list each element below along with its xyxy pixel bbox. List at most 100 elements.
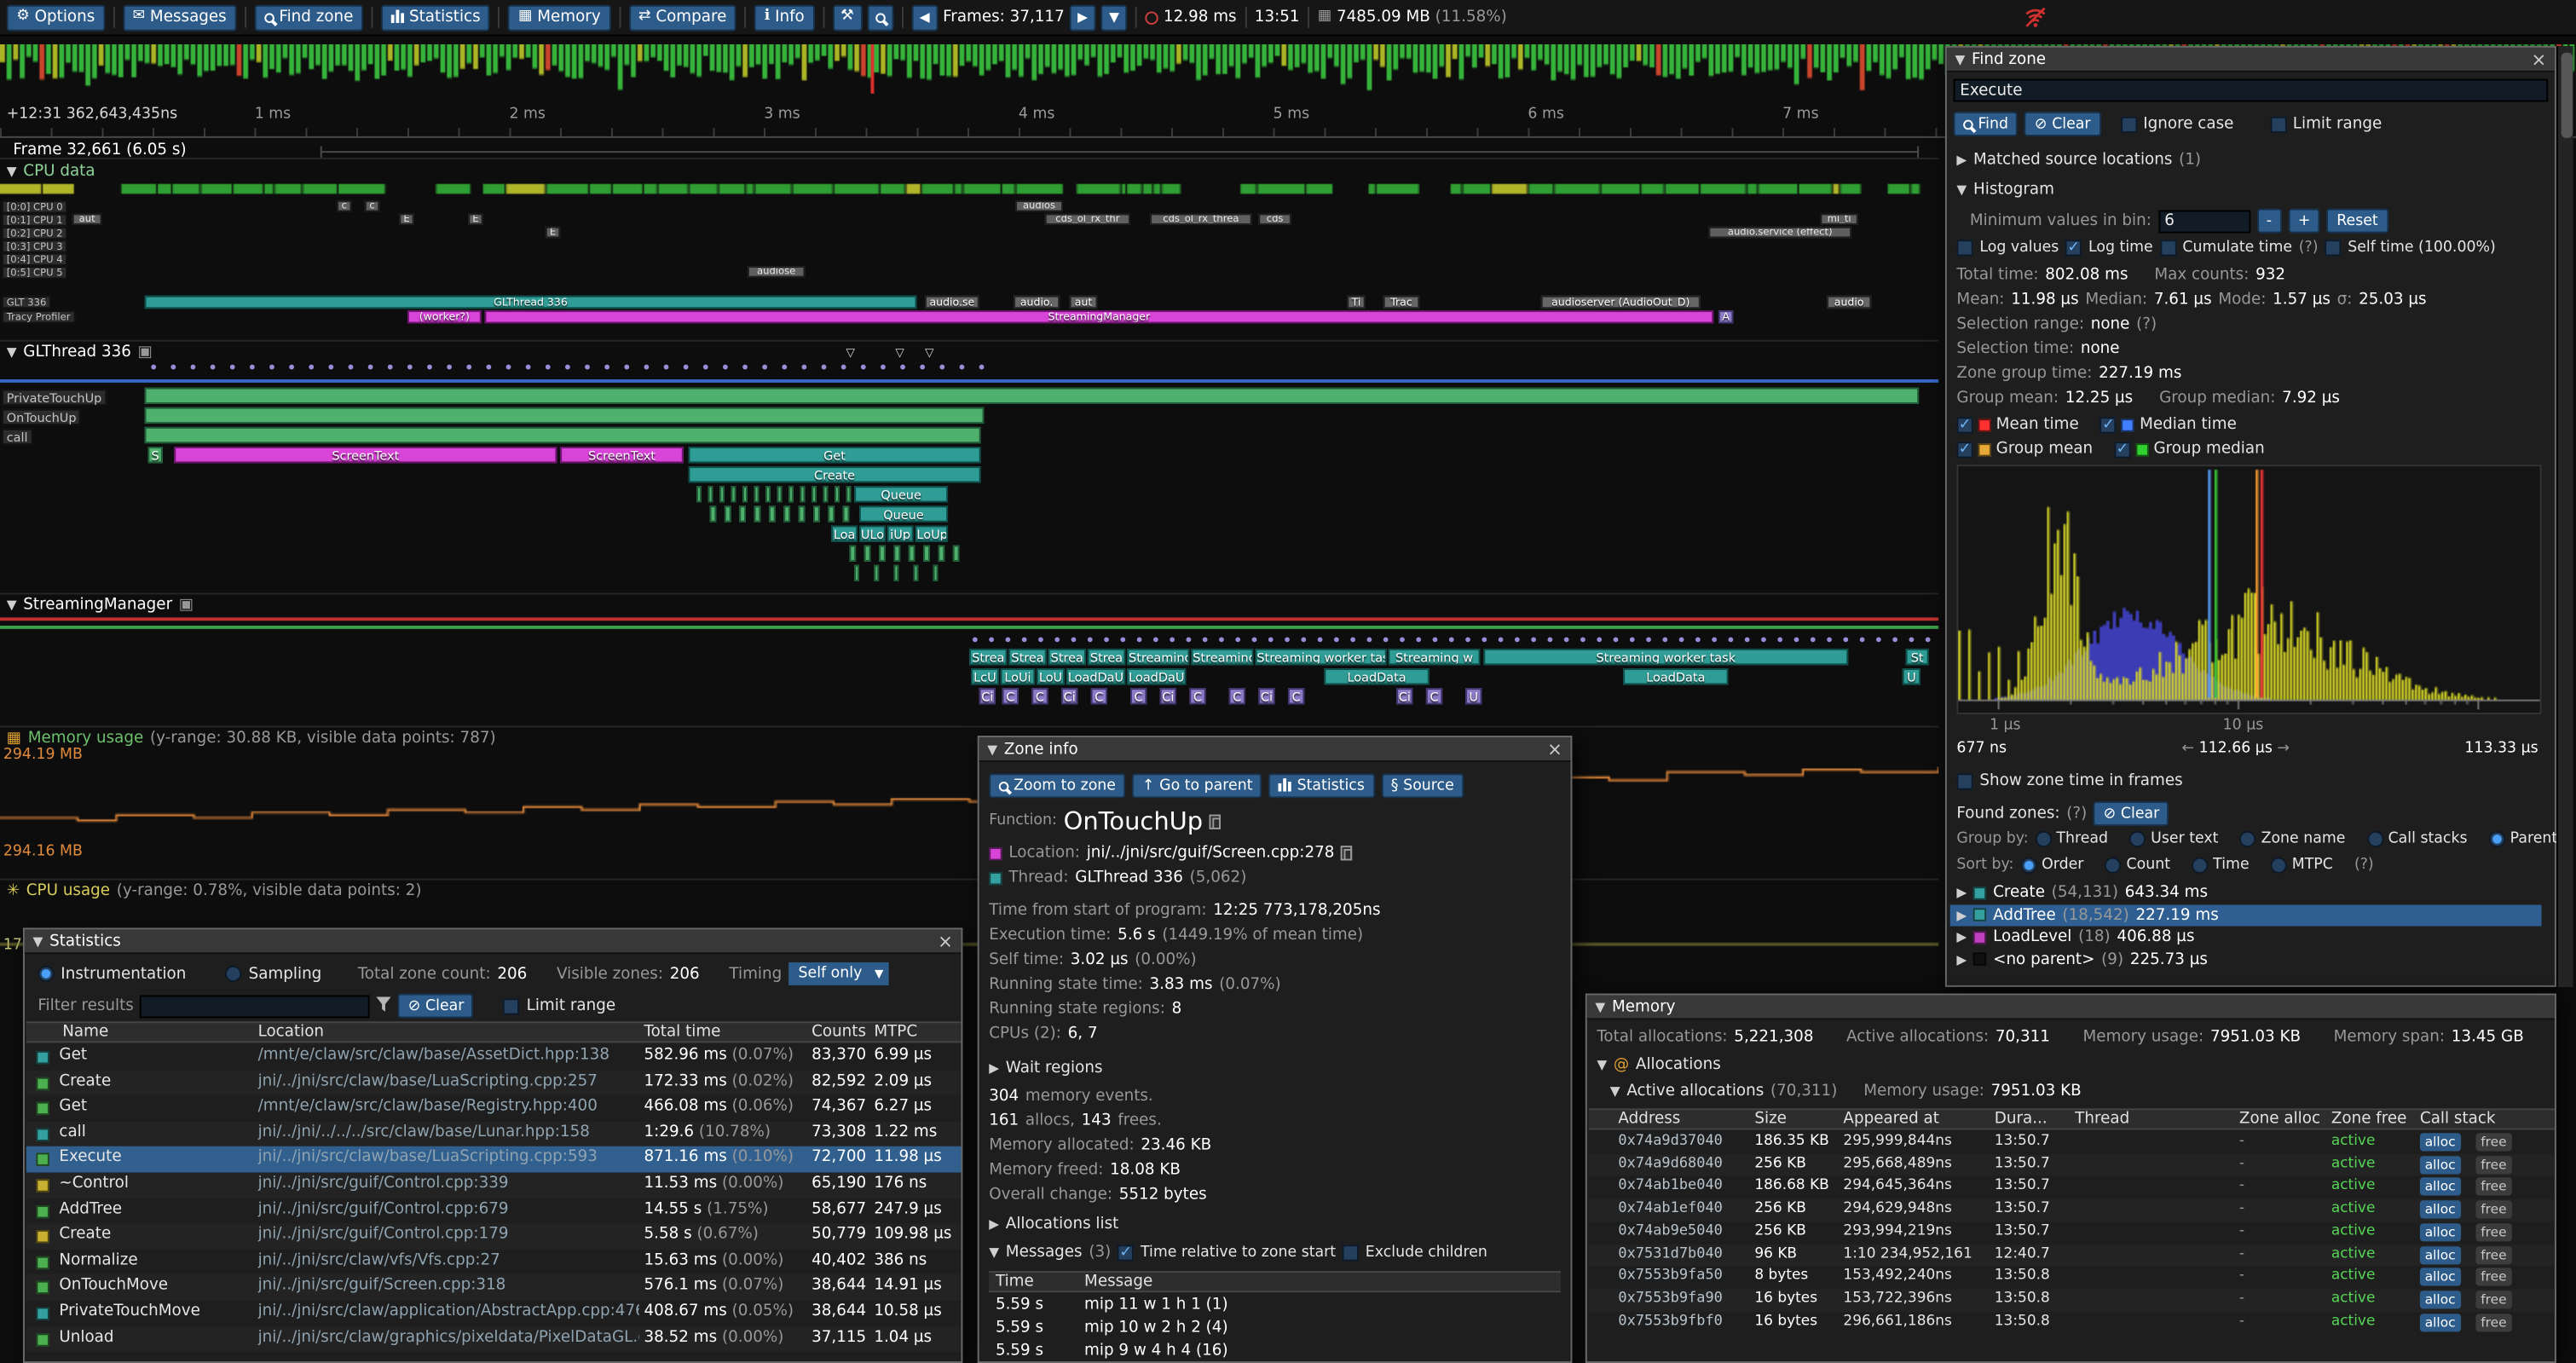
timeline-zone[interactable]: Streaming worker tas [1255, 648, 1387, 666]
stats-table-header[interactable]: Name Location Total time Counts MTPC [26, 1021, 962, 1043]
cpu-zone-chip[interactable]: cds [1258, 213, 1291, 225]
found-zone-row[interactable]: ▶ AddTree (18,542) 227.19 ms [1949, 904, 2542, 926]
compare-button[interactable]: ⇄ Compare [628, 3, 736, 31]
timeline-zone[interactable]: S [147, 447, 163, 464]
message-zone-chip[interactable]: C [1090, 688, 1108, 705]
table-row[interactable]: OnTouchMove jni/../jni/src/guif/Screen.cp… [26, 1274, 962, 1301]
checkbox-icon[interactable] [1956, 416, 1973, 433]
micro-zone[interactable] [765, 486, 771, 503]
message-dot[interactable] [1597, 637, 1603, 643]
alloc-callstack-button[interactable]: alloc [2419, 1200, 2461, 1219]
limit-range-checkbox[interactable] [2269, 115, 2287, 133]
message-dot[interactable] [1827, 637, 1832, 643]
message-dot[interactable] [1563, 637, 1569, 643]
checkbox-icon[interactable] [2099, 416, 2117, 433]
scrollbar[interactable] [2556, 45, 2573, 987]
message-dot[interactable] [309, 364, 315, 370]
micro-zone[interactable] [798, 505, 806, 523]
message-zone-chip[interactable]: C [1002, 688, 1019, 705]
message-dot[interactable] [1547, 637, 1553, 643]
messages-button[interactable]: ✉ Messages [123, 3, 237, 31]
message-dot[interactable] [1186, 637, 1192, 643]
message-dot[interactable] [1629, 637, 1635, 643]
timeline-zone[interactable]: ScreenText [174, 447, 557, 464]
cpu-thread-zone[interactable]: audio [1827, 295, 1872, 309]
options-button[interactable]: ⚙ Options [6, 3, 105, 31]
table-row[interactable]: 0x74ab1be040 186.68 KB 294,645,364ns 13:50.… [1589, 1176, 2555, 1198]
message-dot[interactable] [1909, 637, 1915, 643]
thread-name[interactable]: GLThread 336 [1075, 869, 1183, 887]
micro-zone[interactable] [879, 545, 886, 562]
table-row[interactable]: Get/mnt/e/claw/src/claw/base/AssetDict.h… [26, 1044, 962, 1070]
column-address[interactable]: Address [1618, 1110, 1681, 1129]
timeline-zone[interactable]: LoadData [1324, 668, 1430, 685]
message-dot[interactable] [1170, 637, 1175, 643]
message-dot[interactable] [1235, 637, 1241, 643]
sort-by-option[interactable]: Count [2105, 857, 2170, 874]
memory-plot-canvas[interactable] [0, 748, 1939, 854]
source-button[interactable]: § Source [1381, 773, 1464, 799]
message-dot[interactable] [1005, 637, 1011, 643]
free-callstack-button[interactable]: free [2475, 1133, 2512, 1152]
micro-zone[interactable] [709, 505, 717, 523]
instrumentation-radio[interactable] [38, 965, 55, 983]
message-dot[interactable] [1695, 637, 1701, 643]
timeline-zone[interactable]: Strea [1087, 648, 1126, 666]
messages-row[interactable]: ▼ Messages (3) Time relative to zone sta… [989, 1243, 1487, 1261]
statistics-button[interactable]: Statistics [381, 3, 491, 31]
cpu-thread-zone[interactable]: Ti [1347, 295, 1366, 309]
cpu-thread-zone[interactable]: GLThread 336 [144, 295, 917, 309]
reset-button[interactable]: Reset [2326, 208, 2388, 234]
column-total-time[interactable]: Total time [644, 1023, 721, 1042]
message-dot[interactable] [387, 364, 393, 370]
cpu-thread-zone[interactable]: A [1718, 310, 1734, 324]
cpu-thread-zone[interactable]: audio.se [925, 295, 979, 309]
alloc-callstack-button[interactable]: alloc [2419, 1245, 2461, 1264]
message-dot[interactable] [1432, 637, 1438, 643]
free-callstack-button[interactable]: free [2475, 1178, 2512, 1197]
message-dot[interactable] [1038, 637, 1043, 643]
message-dot[interactable] [860, 364, 866, 370]
cpu-thread-zone[interactable]: audioserver (AudioOut_D) [1540, 295, 1701, 309]
min-bin-increase-button[interactable]: + [2288, 208, 2321, 234]
radio-icon[interactable] [2366, 830, 2383, 848]
expand-icon[interactable]: ▶ [989, 1060, 1000, 1076]
messages-table-header[interactable]: Time Message [989, 1271, 1561, 1293]
matched-locations-row[interactable]: ▶ Matched source locations (1) [1956, 151, 2202, 170]
cpu-zone-chip[interactable]: c [337, 200, 352, 212]
message-dot[interactable] [1662, 637, 1668, 643]
message-dot[interactable] [1712, 637, 1718, 643]
statistics-button[interactable]: Statistics [1268, 773, 1375, 799]
message-dot[interactable] [1416, 637, 1422, 643]
checkbox-icon[interactable] [1956, 441, 1973, 458]
expand-icon[interactable]: ▶ [1956, 951, 1967, 967]
message-dot[interactable] [564, 364, 570, 370]
message-dot[interactable] [840, 364, 846, 370]
message-dot[interactable] [1448, 637, 1454, 643]
micro-zone[interactable] [800, 486, 806, 503]
timeline-zone[interactable]: LoUp [915, 525, 949, 542]
cpu-thread-zone[interactable]: aut [1069, 295, 1098, 309]
message-dot[interactable] [1054, 637, 1060, 643]
micro-zone[interactable] [908, 545, 915, 562]
timeline-zone[interactable]: Queue [854, 486, 949, 503]
radio-icon[interactable] [2035, 830, 2052, 848]
expand-icon[interactable]: ▶ [1956, 885, 1967, 900]
micro-zone[interactable] [874, 564, 880, 581]
location-value[interactable]: jni/../jni/src/guif/Screen.cpp:278 [1086, 844, 1335, 863]
memory-table-header[interactable]: Address Size Appeared at Dura... Thread … [1588, 1108, 2555, 1130]
timing-select[interactable]: Self only [788, 962, 889, 985]
message-dot[interactable] [1613, 637, 1619, 643]
streamingmanager-header[interactable]: ▼ StreamingManager ▣ [6, 596, 194, 615]
min-bin-decrease-button[interactable]: - [2256, 208, 2282, 234]
column-counts[interactable]: Counts [811, 1023, 867, 1042]
message-dot[interactable] [447, 364, 453, 370]
message-dot[interactable] [367, 364, 373, 370]
column-message[interactable]: Message [1084, 1273, 1153, 1291]
micro-zone[interactable] [696, 486, 702, 503]
radio-icon[interactable] [2192, 857, 2209, 874]
message-row[interactable]: 5.59 s mip 11 w 1 h 1 (1) [989, 1296, 1561, 1319]
pin-icon[interactable]: ▣ [178, 596, 194, 615]
message-dot[interactable] [1892, 637, 1898, 643]
micro-zone[interactable] [828, 505, 835, 523]
